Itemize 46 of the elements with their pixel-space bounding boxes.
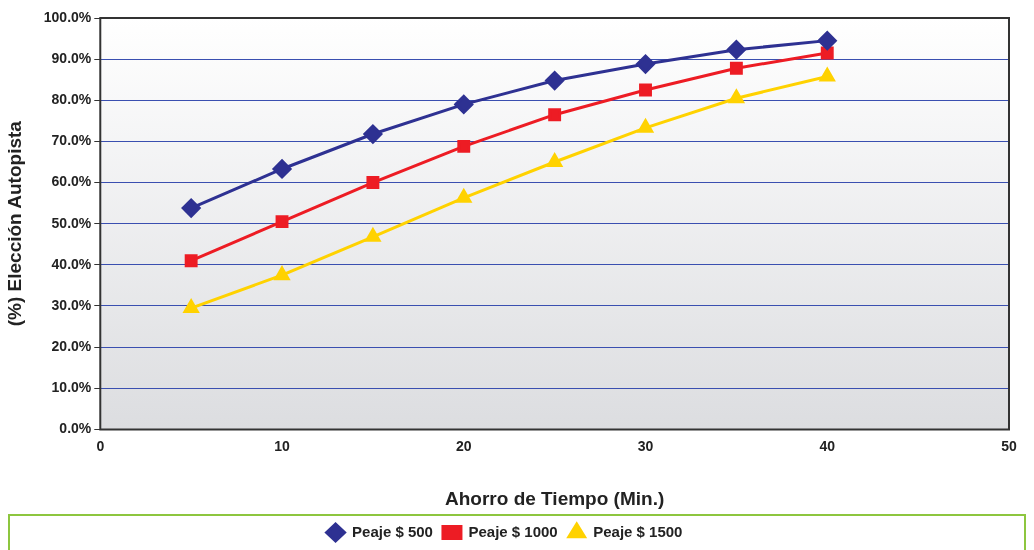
y-tick-label: 40.0% [51, 255, 92, 272]
point [817, 31, 837, 51]
point [275, 215, 289, 229]
x-tick-label: 0 [96, 437, 105, 454]
point [454, 94, 474, 114]
point [181, 198, 201, 218]
point [639, 83, 652, 97]
y-tick-label: 60.0% [51, 173, 92, 190]
point [363, 124, 383, 144]
y-tick-label: 90.0% [51, 50, 92, 66]
point [547, 153, 563, 167]
x-tick-label: 20 [455, 437, 472, 454]
point [274, 266, 290, 281]
point [819, 67, 835, 82]
point [183, 299, 199, 314]
legend-label: Peaje $ 1000 [468, 522, 558, 540]
point [365, 228, 381, 242]
y-tick-label: 10.0% [51, 379, 92, 396]
point [728, 89, 744, 104]
point [457, 139, 471, 153]
x-tick-label: 40 [819, 437, 836, 454]
point [366, 176, 380, 190]
y-tick-label: 70.0% [51, 132, 92, 149]
point [729, 61, 743, 75]
point [184, 254, 198, 268]
y-tick-label: 20.0% [51, 337, 92, 354]
legend-label: Peaje $ 1500 [593, 522, 683, 540]
y-tick-label: 100.0% [43, 8, 92, 25]
point [272, 159, 292, 179]
x-tick-label: 30 [637, 437, 654, 454]
point [636, 54, 656, 74]
x-axis-title: Ahorro de Tiempo (Min.) [445, 487, 665, 509]
y-axis-title: (%) Elección Autopista [3, 120, 25, 327]
x-tick-label: 50 [1001, 437, 1017, 454]
y-tick-label: 80.0% [51, 91, 92, 108]
point [548, 108, 562, 122]
point [820, 46, 834, 60]
x-tick-label: 10 [274, 437, 291, 454]
y-tick-label: 30.0% [51, 296, 92, 313]
y-tick-label: 0.0% [59, 420, 92, 437]
point [637, 119, 654, 133]
y-tick-label: 50.0% [51, 214, 92, 231]
point [726, 40, 746, 60]
point [545, 71, 565, 91]
legend-label: Peaje $ 500 [352, 522, 433, 540]
point [456, 189, 472, 203]
